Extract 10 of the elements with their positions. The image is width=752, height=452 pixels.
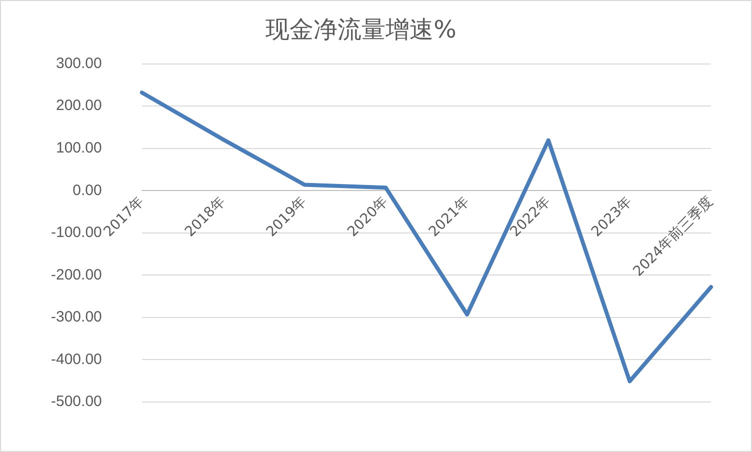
- y-tick-label: 300.00: [56, 54, 102, 72]
- chart-title: 现金净流量增速%: [266, 16, 456, 44]
- y-tick-label: -200.00: [51, 266, 102, 284]
- y-tick-label: 0.00: [72, 182, 102, 199]
- y-tick-label: -400.00: [51, 350, 102, 368]
- y-tick-label: -300.00: [51, 308, 102, 326]
- y-tick-label: -100.00: [51, 224, 102, 242]
- y-tick-label: 200.00: [56, 97, 102, 114]
- y-tick-label: 100.00: [56, 139, 102, 156]
- y-tick-label: -500.00: [51, 393, 102, 410]
